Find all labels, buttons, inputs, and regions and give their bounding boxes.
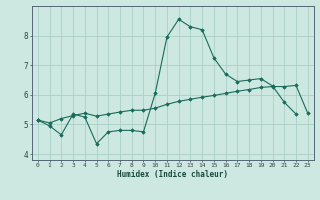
X-axis label: Humidex (Indice chaleur): Humidex (Indice chaleur)	[117, 170, 228, 179]
